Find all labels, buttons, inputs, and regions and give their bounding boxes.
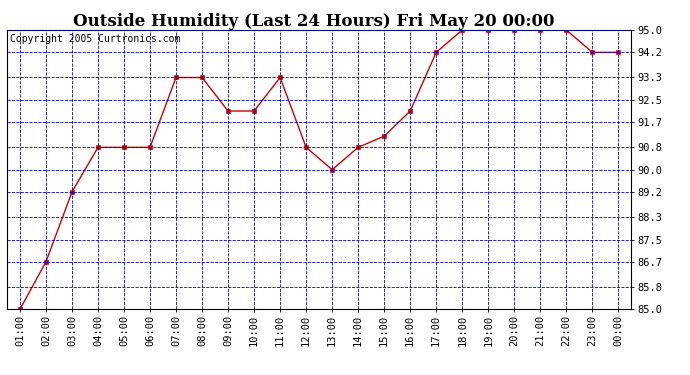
Text: Copyright 2005 Curtronics.com: Copyright 2005 Curtronics.com <box>10 34 180 44</box>
Text: Outside Humidity (Last 24 Hours) Fri May 20 00:00: Outside Humidity (Last 24 Hours) Fri May… <box>73 13 555 30</box>
